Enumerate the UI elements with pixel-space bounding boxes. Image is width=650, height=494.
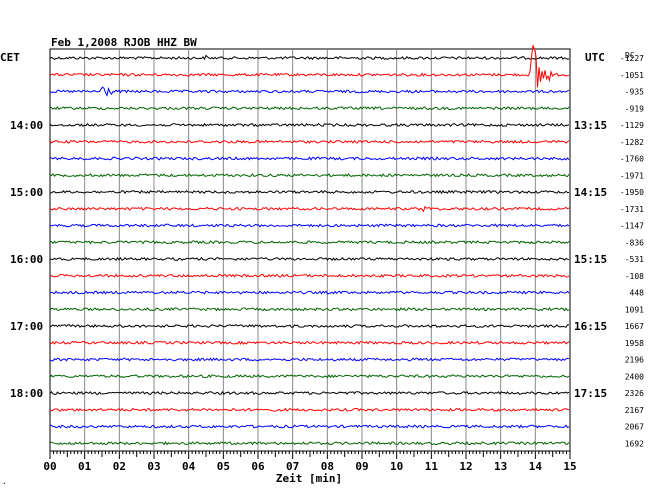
grid: [49, 48, 571, 452]
trace-row: [49, 205, 570, 213]
corner-mark: ·: [2, 479, 7, 488]
traces: [49, 45, 570, 446]
x-tick-label: 04: [182, 460, 196, 473]
dc-offset-label: 448: [630, 289, 645, 298]
x-tick-label: 03: [147, 460, 160, 473]
dc-offset-label: -1147: [620, 222, 644, 231]
dc-offset-label: 1692: [625, 439, 644, 448]
left-time-label: 18:00: [10, 387, 43, 400]
right-time-label: 15:15: [574, 253, 607, 266]
dc-offset-label: -1227: [620, 54, 644, 63]
dc-offset-label: -1731: [620, 205, 644, 214]
x-tick-label: 12: [459, 460, 472, 473]
right-time-label: 17:15: [574, 387, 607, 400]
x-tick-label: 01: [78, 460, 92, 473]
dc-offset-label: 2326: [625, 389, 644, 398]
right-time-label: 13:15: [574, 119, 607, 132]
x-tick-label: 02: [113, 460, 126, 473]
trace-row: [49, 307, 570, 312]
trace-row: [49, 86, 570, 97]
dc-offset-label: 2067: [625, 423, 644, 432]
dc-offset-label: 1667: [625, 322, 644, 331]
axes: -1227 -1051 -935 -919 -1129 -1282 -1760 -1971 -1…: [10, 54, 644, 473]
trace-row: [49, 256, 570, 262]
x-tick-label: 05: [217, 460, 230, 473]
dc-offset-label: -531: [625, 255, 644, 264]
trace-row: [49, 340, 570, 345]
left-time-label: 15:00: [10, 186, 43, 199]
dc-offset-label: 1091: [625, 305, 644, 314]
x-tick-label: 15: [563, 460, 576, 473]
trace-row: [50, 189, 570, 195]
trace-row: [49, 290, 570, 295]
right-time-label: 16:15: [574, 320, 607, 333]
trace-row: [49, 139, 570, 144]
trace-row: [49, 173, 570, 178]
dc-offset-label: -1950: [620, 188, 644, 197]
trace-row: [49, 54, 570, 61]
dc-offset-label: 2196: [625, 356, 644, 365]
x-tick-label: 10: [390, 460, 403, 473]
dc-offset-label: 1958: [625, 339, 644, 348]
trace-row: [49, 323, 570, 329]
x-tick-label: 06: [251, 460, 265, 473]
x-tick-label: 08: [321, 460, 334, 473]
right-axis-label: UTC: [585, 51, 605, 64]
x-tick-label: 11: [425, 460, 439, 473]
trace-row: [49, 357, 570, 362]
trace-row: [49, 223, 570, 228]
dc-offset-label: -1282: [620, 138, 644, 147]
trace-row: [49, 156, 570, 161]
trace-row: [49, 273, 570, 278]
dc-offset-label: 2400: [625, 372, 644, 381]
x-tick-label: 13: [494, 460, 507, 473]
left-time-label: 17:00: [10, 320, 43, 333]
dc-offset-label: -1760: [620, 155, 644, 164]
dc-offset-label: -919: [625, 104, 644, 113]
x-tick-label: 00: [43, 460, 56, 473]
x-axis-label: Zeit [min]: [276, 472, 342, 485]
dc-offset-label: -836: [625, 238, 644, 247]
trace-row: [50, 240, 570, 245]
dc-label: DC: [625, 51, 635, 60]
dc-offset-label: -108: [625, 272, 644, 281]
dc-offset-label: -1129: [620, 121, 644, 130]
trace-row: [49, 106, 570, 111]
dc-offset-label: -1971: [620, 171, 644, 180]
x-tick-label: 09: [355, 460, 368, 473]
trace-row: [49, 407, 570, 412]
x-tick-label: 07: [286, 460, 299, 473]
x-tick-label: 14: [529, 460, 543, 473]
right-time-label: 14:15: [574, 186, 607, 199]
dc-offset-label: -935: [625, 88, 644, 97]
trace-row: [49, 374, 570, 379]
trace-row: [49, 390, 570, 396]
chart-title: Feb 1,2008 RJOB HHZ BW: [51, 36, 197, 49]
left-axis-label: CET: [0, 51, 20, 64]
trace-row: [49, 45, 570, 88]
dc-offset-label: -1051: [620, 71, 644, 80]
trace-row: [49, 424, 570, 429]
trace-row: [49, 122, 570, 128]
left-time-label: 16:00: [10, 253, 43, 266]
left-time-label: 14:00: [10, 119, 43, 132]
trace-row: [49, 441, 570, 446]
dc-offset-label: 2167: [625, 406, 644, 415]
